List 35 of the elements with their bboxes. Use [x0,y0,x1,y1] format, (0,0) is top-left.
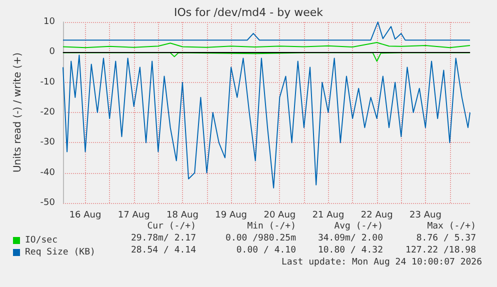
x-tick-label: 21 Aug [312,210,344,220]
text: Avg (-/+) [334,222,383,232]
text: 28.54 / 4.14 [130,246,196,256]
line-series [62,22,470,41]
text: Max (-/+) [427,222,476,232]
text: 0.00 / 4.10 [236,246,296,256]
legend-label: Req Size (KB) [25,248,96,258]
text: Cur (-/+) [147,222,196,232]
text: 10.80 / 4.32 [318,246,383,256]
x-tick-label: 20 Aug [264,210,296,220]
x-tick-label: 22 Aug [360,210,393,220]
x-tick-label: 23 Aug [410,210,442,220]
text: Last update: Mon Aug 24 10:00:07 2026 [282,258,482,268]
x-tick-label: 18 Aug [166,210,198,220]
chart-title: IOs for /dev/md4 - by week [174,6,324,19]
y-tick-label: -20 [40,108,56,118]
y-tick-label: -50 [40,198,56,208]
x-tick-label: 19 Aug [215,210,248,220]
x-tick-label: 17 Aug [118,210,150,220]
y-tick-label: 10 [44,17,56,27]
y-axis-title: Units read (-) / write (+) [12,52,24,173]
legend-label: IO/sec [25,236,58,246]
line-series [62,54,470,188]
text: 8.76 / 5.37 [416,234,476,244]
text: 34.09m/ 2.00 [318,234,383,244]
x-tick-label: 16 Aug [69,210,102,220]
y-tick-label: -30 [40,138,56,148]
text: 127.22 /18.98 [406,246,476,256]
y-tick-label: 0 [49,47,56,58]
y-tick-label: -40 [40,168,56,178]
text: 29.78m/ 2.17 [130,234,196,244]
y-tick-label: -10 [40,77,56,88]
text: Min (-/+) [247,222,296,232]
text: 0.00 /980.25m [226,234,296,244]
line-series [62,52,470,62]
